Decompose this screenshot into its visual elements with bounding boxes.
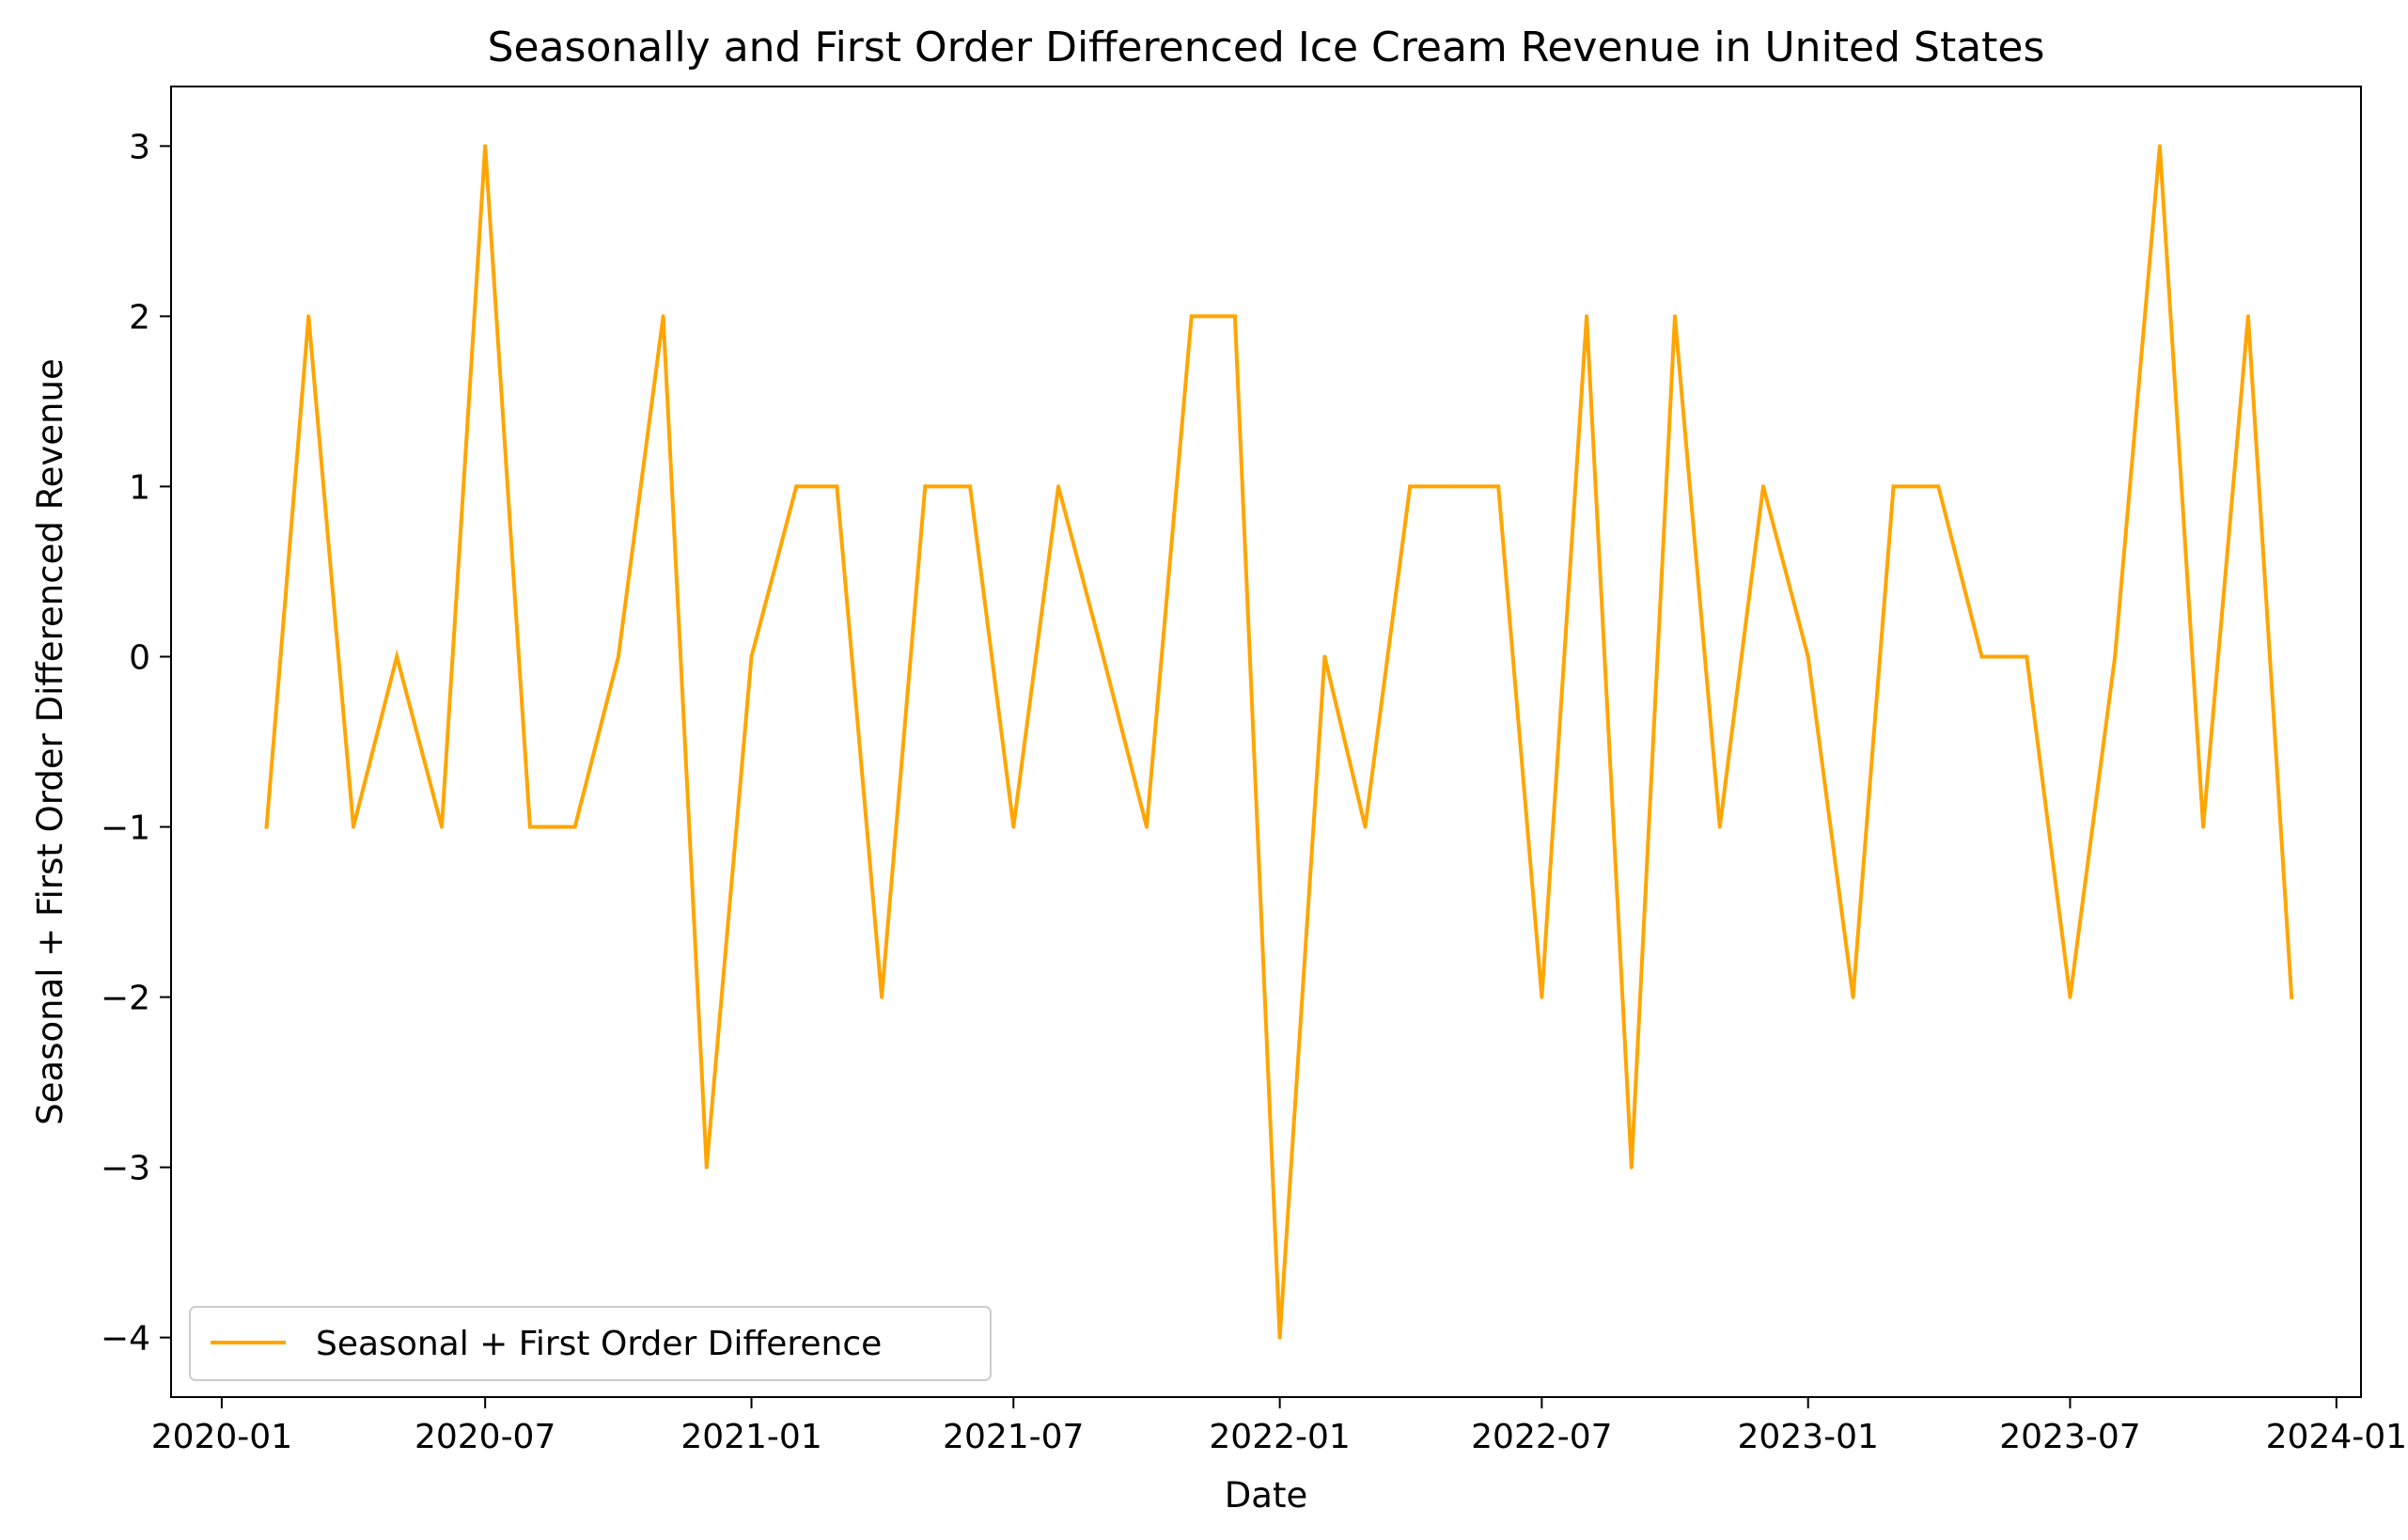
data-point [2245, 314, 2250, 319]
y-tick-label: −1 [101, 809, 150, 848]
x-tick-label: 2021-07 [943, 1418, 1084, 1456]
y-tick-label: −4 [101, 1320, 150, 1359]
data-point [1363, 825, 1368, 829]
data-point [1673, 314, 1677, 319]
data-point [1629, 1165, 1634, 1170]
data-point [968, 484, 973, 489]
data-point [572, 825, 577, 829]
y-tick-label: 1 [129, 468, 150, 507]
data-point [1011, 825, 1016, 829]
plot-frame [170, 86, 2362, 1398]
data-point [2025, 654, 2029, 659]
data-point [794, 484, 799, 489]
data-point [1761, 484, 1765, 489]
x-tick-label: 2023-01 [1738, 1418, 1879, 1456]
y-tick-label: −2 [101, 980, 150, 1018]
data-point [1408, 484, 1413, 489]
data-point [1496, 484, 1501, 489]
data-point [880, 995, 884, 999]
data-point [1979, 654, 1984, 659]
data-point [2068, 995, 2072, 999]
data-point [835, 484, 839, 489]
data-point [1451, 484, 1456, 489]
y-tick-label: 0 [129, 638, 150, 677]
data-point [440, 825, 444, 829]
data-point [483, 144, 488, 149]
y-tick-label: 2 [129, 298, 150, 337]
data-point [749, 654, 754, 659]
data-point [2290, 995, 2294, 999]
data-point [395, 654, 399, 659]
legend-label: Seasonal + First Order Difference [316, 1325, 882, 1363]
data-point [1585, 314, 1589, 319]
data-point [1540, 995, 1544, 999]
data-point [2157, 144, 2162, 149]
data-point [1056, 484, 1060, 489]
y-axis-ticks: 3 2 1 0 −1 −2 −3 −4 [101, 128, 171, 1359]
x-tick-label: 2020-07 [414, 1418, 555, 1456]
data-point [1101, 654, 1105, 659]
data-point [352, 825, 355, 829]
data-point [1851, 995, 1855, 999]
x-axis-title: Date [1225, 1475, 1307, 1516]
data-point [1145, 825, 1149, 829]
data-point [923, 484, 928, 489]
data-point [1322, 654, 1327, 659]
data-point [1189, 314, 1194, 319]
x-tick-label: 2020-01 [151, 1418, 292, 1456]
data-point [1232, 314, 1237, 319]
data-point [264, 825, 269, 829]
data-point [2113, 654, 2118, 659]
data-point [1277, 1335, 1282, 1340]
data-point [2201, 825, 2206, 829]
data-point [1717, 825, 1722, 829]
data-point [1891, 484, 1896, 489]
legend: Seasonal + First Order Difference [189, 1306, 992, 1381]
x-tick-label: 2022-07 [1471, 1418, 1612, 1456]
data-point [1936, 484, 1941, 489]
plot-area [264, 144, 2294, 1340]
y-tick-label: −3 [101, 1150, 150, 1188]
data-point [527, 825, 532, 829]
data-point [661, 314, 665, 319]
x-axis-ticks: 2020-01 2020-07 2021-01 2021-07 2022-01 2022-… [151, 1397, 2407, 1456]
data-point [1806, 654, 1810, 659]
data-point [704, 1165, 709, 1170]
x-tick-label: 2021-01 [680, 1418, 821, 1456]
data-point [306, 314, 311, 319]
data-point [616, 654, 620, 659]
x-tick-label: 2024-01 [2266, 1418, 2407, 1456]
y-axis-title: Seasonal + First Order Differenced Reven… [30, 358, 70, 1124]
legend-box [189, 1306, 992, 1381]
x-tick-label: 2022-01 [1209, 1418, 1350, 1456]
chart-title: Seasonally and First Order Differenced I… [488, 24, 2045, 71]
y-tick-label: 3 [129, 128, 150, 166]
x-tick-label: 2023-07 [1999, 1418, 2140, 1456]
